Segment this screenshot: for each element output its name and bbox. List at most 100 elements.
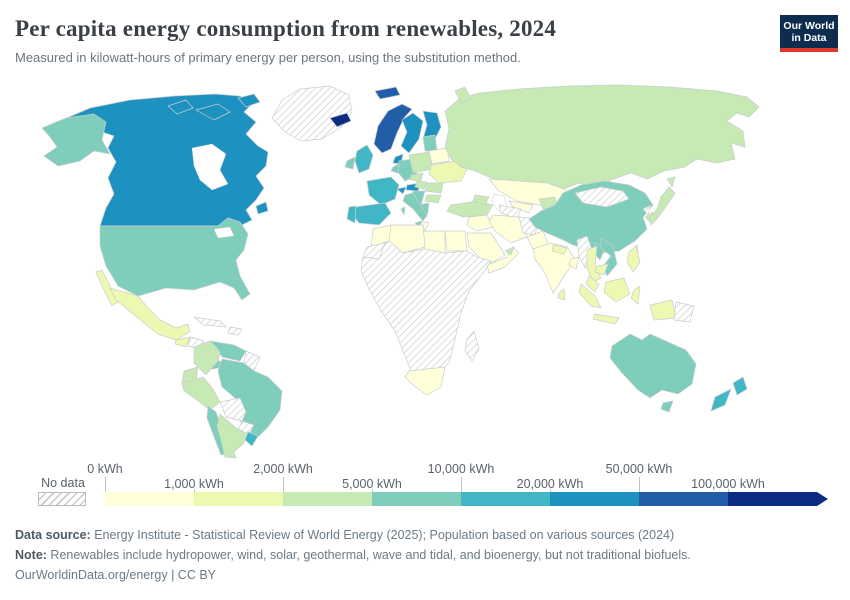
footer-citation[interactable]: OurWorldinData.org/energy | CC BY <box>15 568 217 582</box>
country-indonesia-sulawesi[interactable] <box>630 285 641 305</box>
legend-no-data-swatch[interactable] <box>38 492 86 506</box>
country-papua-new-guinea[interactable] <box>673 301 695 323</box>
country-nepal[interactable] <box>551 244 568 255</box>
country-argentina[interactable] <box>216 413 249 459</box>
legend-tick-mark <box>639 477 640 492</box>
country-saudi-arabia[interactable] <box>466 232 506 266</box>
country-cuba[interactable] <box>193 316 227 328</box>
legend-tick-label: 50,000 kWh <box>605 462 673 476</box>
country-madagascar[interactable] <box>464 330 480 362</box>
country-france[interactable] <box>366 176 400 206</box>
country-caucasus[interactable] <box>472 194 490 206</box>
hudson-bay <box>191 143 229 191</box>
country-peru[interactable] <box>181 376 221 411</box>
region-sub-saharan-africa[interactable] <box>360 240 492 372</box>
country-guatemala[interactable] <box>174 336 191 348</box>
country-indonesia-java[interactable] <box>592 313 620 325</box>
country-uzbekistan[interactable] <box>508 200 534 214</box>
legend-segment-8[interactable] <box>728 492 817 506</box>
country-australia-tasmania[interactable] <box>660 400 674 413</box>
country-usa[interactable] <box>99 217 251 301</box>
country-mongolia[interactable] <box>574 186 630 208</box>
owid-logo[interactable]: Our World in Data <box>780 15 838 52</box>
country-spain[interactable] <box>350 202 392 226</box>
owid-logo-box: Our World in Data <box>780 15 838 48</box>
country-norway[interactable] <box>373 103 413 154</box>
great-lakes <box>213 226 235 239</box>
legend-segment-6[interactable] <box>550 492 639 506</box>
country-canada-newfoundland[interactable] <box>255 201 269 215</box>
country-uae[interactable] <box>504 246 515 256</box>
country-mexico-baja[interactable] <box>95 269 119 307</box>
country-canada-island[interactable] <box>237 93 261 108</box>
country-australia[interactable] <box>609 333 697 399</box>
country-indonesia-sumatra[interactable] <box>578 283 602 309</box>
country-belarus[interactable] <box>428 147 450 165</box>
country-switzerland[interactable] <box>396 186 407 195</box>
country-venezuela[interactable] <box>209 340 247 362</box>
country-uruguay[interactable] <box>244 431 259 447</box>
country-new-zealand-south[interactable] <box>710 388 732 412</box>
country-canada[interactable] <box>61 93 269 227</box>
country-bolivia[interactable] <box>219 397 247 422</box>
country-italy[interactable] <box>402 192 428 222</box>
country-usa-alaska[interactable] <box>41 113 111 167</box>
legend-segment-7[interactable] <box>639 492 728 506</box>
country-japan-hokkaido[interactable] <box>666 176 676 188</box>
country-romania[interactable] <box>424 182 444 194</box>
legend-segment-4[interactable] <box>372 492 461 506</box>
country-poland[interactable] <box>408 151 433 174</box>
country-baltics[interactable] <box>422 134 438 152</box>
country-malaysia[interactable] <box>585 275 600 293</box>
legend-segment-1[interactable] <box>105 492 194 506</box>
country-bangladesh[interactable] <box>568 256 580 270</box>
country-india[interactable] <box>532 242 576 294</box>
country-philippines[interactable] <box>626 245 641 273</box>
country-ireland[interactable] <box>344 156 356 170</box>
legend-segment-5[interactable] <box>461 492 550 506</box>
legend-tick-label: 100,000 kWh <box>691 477 765 491</box>
legend-tick-label: 1,000 kWh <box>164 477 224 491</box>
legend-arrow <box>817 492 828 506</box>
chart-subtitle: Measured in kilowatt-hours of primary en… <box>15 50 521 65</box>
country-sri-lanka[interactable] <box>557 288 566 301</box>
country-bulgaria[interactable] <box>424 194 442 204</box>
country-hungary[interactable] <box>414 180 428 190</box>
country-greenland[interactable] <box>271 85 353 142</box>
legend-segment-3[interactable] <box>283 492 372 506</box>
country-svalbard[interactable] <box>374 86 401 100</box>
legend-tick-label: 10,000 kWh <box>427 462 495 476</box>
legend-segment-2[interactable] <box>194 492 283 506</box>
country-italy-sardinia[interactable] <box>400 206 406 216</box>
legend-tick-mark <box>461 477 462 492</box>
country-hispaniola[interactable] <box>227 326 243 336</box>
country-canada-island[interactable] <box>195 103 231 121</box>
country-indonesia-west-new-guinea[interactable] <box>649 299 677 321</box>
country-czechia[interactable] <box>409 172 424 182</box>
country-indonesia-borneo[interactable] <box>603 277 631 303</box>
legend-tick-mark <box>283 477 284 492</box>
country-egypt[interactable] <box>444 230 468 252</box>
country-russia-novaya-zemlya[interactable] <box>454 86 472 104</box>
legend-tick-mark <box>728 489 729 492</box>
legend-tick-mark <box>194 489 195 492</box>
country-north-korea[interactable] <box>642 204 652 216</box>
legend-tick-mark <box>105 477 106 492</box>
footer-note: Note: Renewables include hydropower, win… <box>15 548 691 562</box>
legend-tick-label: 20,000 kWh <box>516 477 584 491</box>
country-mexico[interactable] <box>109 287 191 341</box>
footer-note-label: Note: <box>15 548 47 562</box>
country-united-kingdom[interactable] <box>354 144 374 174</box>
country-cambodia[interactable] <box>594 263 609 276</box>
country-new-zealand-north[interactable] <box>732 376 748 396</box>
legend-tick-mark <box>372 489 373 492</box>
country-russia[interactable] <box>444 84 760 192</box>
country-canada-island[interactable] <box>167 99 194 115</box>
country-iraq[interactable] <box>466 214 494 232</box>
country-sweden[interactable] <box>400 112 424 154</box>
country-japan[interactable] <box>648 186 676 226</box>
country-iceland[interactable] <box>329 112 352 128</box>
country-portugal[interactable] <box>346 205 357 224</box>
country-benelux[interactable] <box>390 163 400 174</box>
country-south-africa[interactable] <box>404 366 446 396</box>
